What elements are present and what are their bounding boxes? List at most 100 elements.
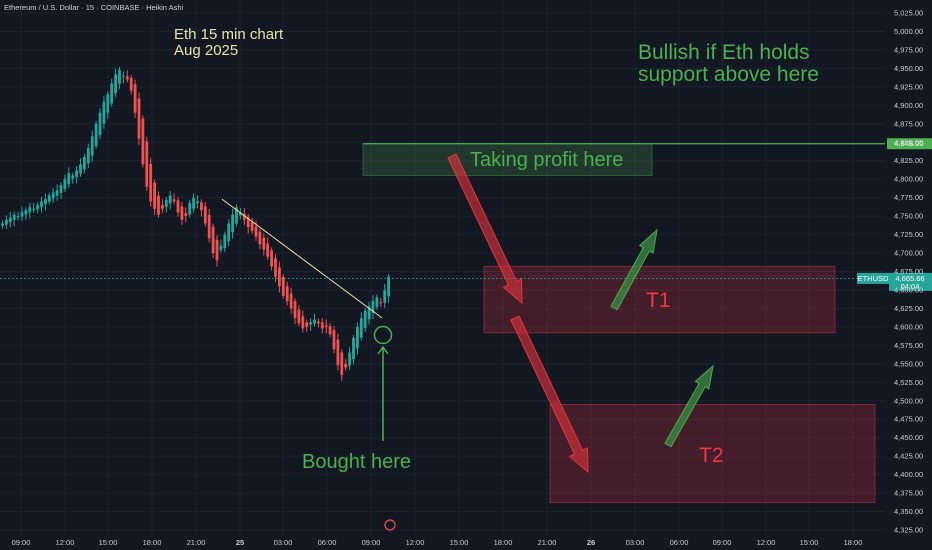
candle-body [367, 306, 371, 320]
t1-zone [483, 265, 836, 334]
y-tick-label: 4,775.00 [894, 193, 923, 202]
y-tick-label: 4,600.00 [894, 322, 923, 331]
y-tick-label: 5,025.00 [894, 9, 923, 18]
candle-body [188, 202, 192, 215]
x-tick-label: 12:00 [406, 538, 425, 547]
candle-body [102, 101, 106, 124]
candle-body [289, 293, 293, 309]
candle-body [118, 69, 121, 84]
time-axis: 09:00 12:00 15:00 18:00 21:00 25 03:00 06:00 09:… [12, 538, 863, 547]
y-tick-label: 4,375.00 [894, 489, 923, 498]
y-tick-label: 4,975.00 [894, 45, 923, 54]
x-tick-label: 12:00 [757, 538, 776, 547]
y-tick-label: 4,850.00 [894, 138, 923, 147]
x-tick-label: 09:00 [713, 538, 732, 547]
down-arrow-1 [447, 153, 523, 305]
candle-body [383, 289, 387, 303]
candle-body [5, 219, 8, 225]
candle-body [250, 222, 254, 231]
candle-body [239, 212, 242, 216]
y-tick-label: 4,825.00 [894, 156, 923, 165]
chart-grid [0, 0, 885, 536]
chart-note-line2: Aug 2025 [174, 41, 239, 59]
candle-body [313, 319, 316, 324]
candle-body [266, 243, 270, 257]
up-arrow-t1 [610, 228, 658, 311]
x-tick-label: 15:00 [800, 538, 819, 547]
x-tick-label: 26 [587, 538, 595, 547]
last-price-tag [889, 272, 932, 291]
symbol-header: Ethereum / U.S. Dollar · 15 · COINBASE ·… [4, 3, 184, 12]
candle-body [262, 237, 266, 250]
x-tick-label: 06:00 [670, 538, 689, 547]
candle-body [176, 200, 180, 213]
candle-body [387, 276, 390, 297]
ticker-tag [857, 272, 889, 284]
candle-body [8, 217, 12, 223]
candle-body [235, 207, 238, 224]
candle-body [1, 223, 4, 226]
bullish-note: Bullish if Eth holds support above here [638, 41, 819, 87]
candle-body [164, 199, 168, 207]
candle-body [145, 141, 149, 187]
candle-body [363, 310, 367, 328]
countdown-text: 04:04 [901, 282, 920, 291]
x-tick-label: 09:00 [12, 538, 31, 547]
y-tick-label: 4,400.00 [894, 470, 923, 479]
candle-body [79, 164, 82, 174]
bullish-note-line2: support above here [638, 63, 819, 87]
candle-body [94, 123, 98, 146]
candle-body [301, 316, 305, 329]
candle-body [141, 118, 145, 165]
candle-body [129, 77, 133, 91]
y-tick-label: 4,450.00 [894, 433, 923, 442]
chart-note-line1: Eth 15 min chart [174, 26, 284, 43]
t2-zone [549, 404, 876, 504]
candle-body [371, 301, 375, 313]
y-tick-label: 4,675.00 [894, 267, 923, 276]
candle-body [305, 322, 309, 327]
last-price-text: 4,665.66 [895, 274, 924, 283]
candle-body [63, 179, 67, 189]
candle-body [51, 192, 55, 199]
x-tick-label: 15:00 [99, 538, 118, 547]
taking-profit-label: Taking profit here [470, 149, 624, 171]
candle-body [309, 322, 312, 325]
x-tick-label: 03:00 [274, 538, 293, 547]
y-tick-label: 4,475.00 [894, 415, 923, 424]
candle-body [75, 170, 78, 178]
candle-body [274, 258, 277, 277]
down-arrow-2 [510, 315, 589, 474]
y-tick-label: 4,725.00 [894, 230, 923, 239]
candle-body [98, 112, 102, 135]
candle-body [379, 302, 383, 304]
candle-body [359, 318, 363, 338]
candle-body [153, 182, 156, 209]
candle-body [242, 213, 246, 220]
candle-body [215, 239, 219, 261]
candle-body [110, 83, 114, 104]
t2-label: T2 [699, 444, 724, 467]
candle-body [332, 330, 336, 350]
candle-body [67, 173, 71, 185]
profit-zone [362, 143, 653, 176]
up-arrow-t2 [664, 364, 714, 448]
entry-marker-circle [373, 325, 393, 345]
candle-body [375, 297, 379, 307]
candle-body [172, 199, 176, 202]
candle-body [114, 74, 117, 94]
candle-body [90, 136, 94, 156]
candle-body [297, 309, 301, 324]
entry-arrow-head [377, 345, 389, 355]
candle-body [317, 321, 320, 324]
candle-body [133, 84, 137, 113]
trendline [221, 198, 383, 319]
candle-body [352, 337, 355, 360]
x-tick-label: 18:00 [844, 538, 863, 547]
candle-body [348, 352, 351, 366]
y-tick-label: 4,650.00 [894, 285, 923, 294]
x-tick-label: 25 [236, 538, 244, 547]
candle-body [254, 226, 258, 237]
